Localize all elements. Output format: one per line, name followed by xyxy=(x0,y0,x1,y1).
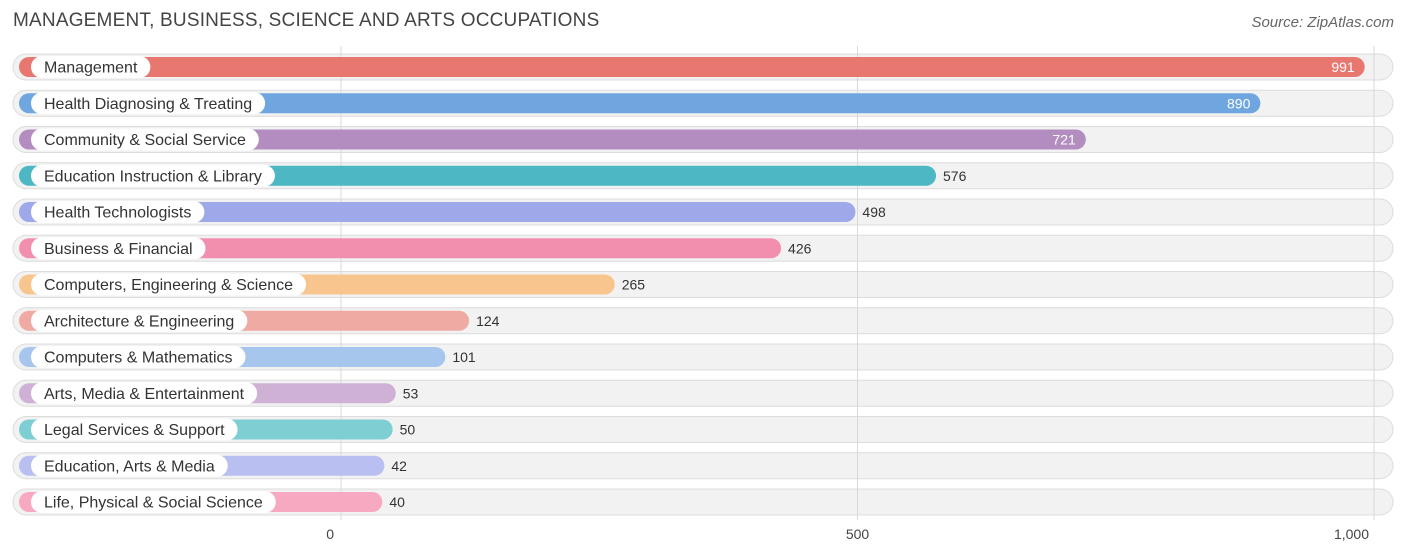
category-label: Health Technologists xyxy=(44,205,191,222)
category-label: Life, Physical & Social Science xyxy=(44,495,263,512)
value-label: 498 xyxy=(862,204,886,220)
bar xyxy=(19,57,1365,77)
category-label: Architecture & Engineering xyxy=(44,313,234,330)
category-label-pill xyxy=(31,92,266,115)
category-label-pill xyxy=(31,273,307,296)
x-tick-label: 500 xyxy=(846,526,870,542)
value-label: 50 xyxy=(400,422,416,438)
category-label-pill xyxy=(31,491,276,513)
category-label-pill xyxy=(31,346,246,368)
category-label-pill xyxy=(31,128,259,151)
value-label: 124 xyxy=(476,313,500,329)
x-tick-label: 1,000 xyxy=(1334,526,1369,542)
value-label: 426 xyxy=(788,240,812,256)
category-label-pill xyxy=(31,382,258,405)
chart-title: MANAGEMENT, BUSINESS, SCIENCE AND ARTS O… xyxy=(13,10,600,31)
value-label: 53 xyxy=(403,385,419,401)
bar xyxy=(19,238,782,259)
chart-source: Source: ZipAtlas.com xyxy=(1251,14,1394,31)
category-label-pill xyxy=(31,164,275,187)
category-label-pill xyxy=(31,237,206,260)
category-label: Computers & Mathematics xyxy=(44,350,233,367)
category-label-pill xyxy=(31,454,228,477)
bar xyxy=(19,202,856,222)
category-label: Computers, Engineering & Science xyxy=(44,277,293,294)
value-label: 101 xyxy=(452,349,476,365)
category-label: Health Diagnosing & Treating xyxy=(44,96,252,113)
category-label: Business & Financial xyxy=(44,241,193,258)
value-label: 991 xyxy=(1331,59,1355,75)
x-tick-label: 0 xyxy=(326,526,334,542)
category-label-pill xyxy=(31,418,238,441)
category-label: Arts, Media & Entertainment xyxy=(44,386,245,403)
category-label: Education, Arts & Media xyxy=(44,458,215,475)
value-label: 721 xyxy=(1052,132,1076,148)
category-label: Education Instruction & Library xyxy=(44,168,262,185)
category-label-pill xyxy=(31,309,248,332)
value-label: 576 xyxy=(943,168,967,184)
value-label: 42 xyxy=(391,458,407,474)
category-label-pill xyxy=(31,56,151,78)
bar xyxy=(19,129,1086,150)
bar xyxy=(19,93,1261,114)
value-label: 40 xyxy=(389,494,405,510)
value-label: 890 xyxy=(1227,95,1251,111)
value-label: 265 xyxy=(622,277,646,293)
category-label: Management xyxy=(44,60,138,77)
category-label-pill xyxy=(31,201,205,223)
category-label: Community & Social Service xyxy=(44,132,246,149)
category-label: Legal Services & Support xyxy=(44,422,225,439)
